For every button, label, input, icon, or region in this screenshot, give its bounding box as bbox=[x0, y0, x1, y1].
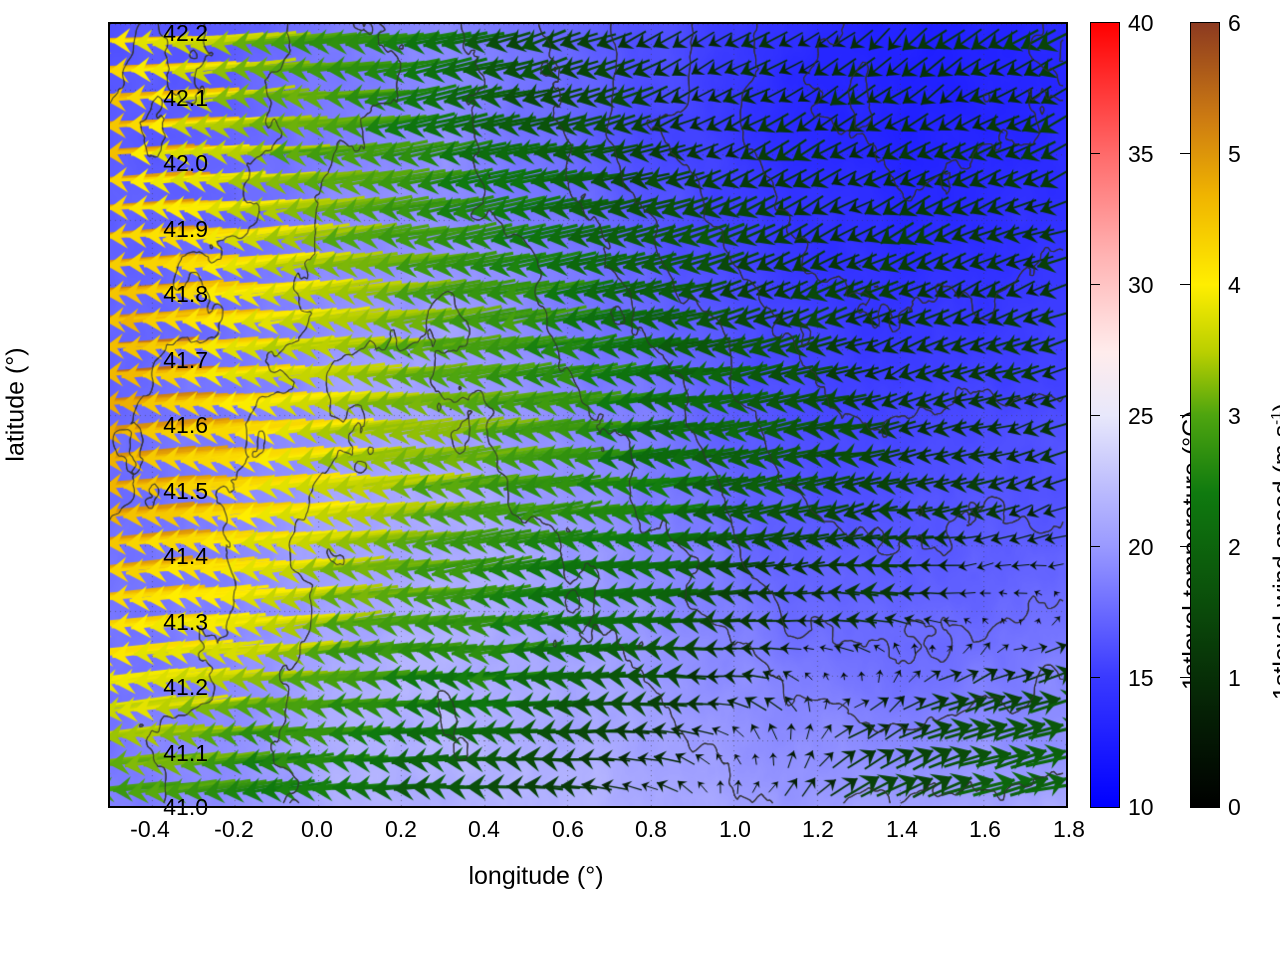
xtick-label: 1.4 bbox=[886, 816, 918, 842]
temp-cbar-tick: 40 bbox=[1128, 10, 1154, 36]
wind-cbar-tick: 6 bbox=[1228, 10, 1241, 36]
temp-cbar-tick: 25 bbox=[1128, 403, 1154, 429]
ytick-label: 41.5 bbox=[163, 478, 208, 504]
xtick-label: 1.0 bbox=[719, 816, 751, 842]
xtick-label: -0.4 bbox=[130, 816, 170, 842]
temp-cbar-tickmark bbox=[1090, 415, 1100, 416]
x-axis-title: longitude (°) bbox=[468, 862, 604, 890]
wind-temperature-field bbox=[110, 24, 1066, 806]
ytick-label: 41.8 bbox=[163, 281, 208, 307]
xtick-label: 0.4 bbox=[468, 816, 500, 842]
wind-cbar-tickmark bbox=[1180, 546, 1190, 547]
xtick-label: 1.8 bbox=[1053, 816, 1085, 842]
wind-cbar-tickmark bbox=[1180, 415, 1190, 416]
xtick-label: 0.2 bbox=[385, 816, 417, 842]
ytick-label: 42.1 bbox=[163, 85, 208, 111]
xtick-label: 0.8 bbox=[635, 816, 667, 842]
wind-cbar-tick: 1 bbox=[1228, 665, 1241, 691]
ytick-label: 41.7 bbox=[163, 347, 208, 373]
xtick-label: 0.0 bbox=[301, 816, 333, 842]
ytick-label: 42.0 bbox=[163, 150, 208, 176]
temp-cbar-tick: 15 bbox=[1128, 665, 1154, 691]
ytick-label: 41.6 bbox=[163, 412, 208, 438]
temp-cbar-tickmark bbox=[1090, 677, 1100, 678]
temp-cbar-tickmark bbox=[1090, 153, 1100, 154]
temp-cbar-tick: 20 bbox=[1128, 534, 1154, 560]
xtick-label: 1.6 bbox=[969, 816, 1001, 842]
xtick-label: 1.2 bbox=[802, 816, 834, 842]
wind-cbar-tick: 3 bbox=[1228, 403, 1241, 429]
wind-speed-colorbar-title: 1stlevel-wind speed (m s-1) bbox=[1268, 403, 1280, 700]
wind-cbar-tickmark bbox=[1180, 153, 1190, 154]
wind-cbar-tick: 2 bbox=[1228, 534, 1241, 560]
wind-cbar-tick: 5 bbox=[1228, 141, 1241, 167]
ytick-label: 41.2 bbox=[163, 674, 208, 700]
wind-cbar-tick: 0 bbox=[1228, 794, 1241, 820]
ytick-label: 41.3 bbox=[163, 609, 208, 635]
temp-cbar-tickmark bbox=[1090, 284, 1100, 285]
temp-cbar-tick: 30 bbox=[1128, 272, 1154, 298]
wind-cbar-tickmark bbox=[1180, 677, 1190, 678]
map-plot-area[interactable] bbox=[108, 22, 1068, 808]
xtick-label: 0.6 bbox=[552, 816, 584, 842]
wind-speed-colorbar bbox=[1190, 22, 1220, 808]
ytick-label: 41.9 bbox=[163, 216, 208, 242]
ytick-label: 42.2 bbox=[163, 20, 208, 46]
temp-cbar-tickmark bbox=[1090, 546, 1100, 547]
xtick-label: -0.2 bbox=[214, 816, 254, 842]
wind-cbar-title-exponent: -1 bbox=[1268, 411, 1280, 425]
ytick-label: 41.4 bbox=[163, 543, 208, 569]
ytick-label: 41.1 bbox=[163, 740, 208, 766]
temp-cbar-tick: 35 bbox=[1128, 141, 1154, 167]
y-axis-title: latitude (°) bbox=[1, 347, 30, 462]
wind-cbar-title-main: 1stlevel-wind speed (m s bbox=[1268, 425, 1280, 700]
temp-cbar-tick: 10 bbox=[1128, 794, 1154, 820]
wind-cbar-title-end: ) bbox=[1268, 403, 1280, 411]
wind-cbar-tickmark bbox=[1180, 284, 1190, 285]
wind-cbar-tick: 4 bbox=[1228, 272, 1241, 298]
ytick-label: 41.0 bbox=[163, 794, 208, 820]
